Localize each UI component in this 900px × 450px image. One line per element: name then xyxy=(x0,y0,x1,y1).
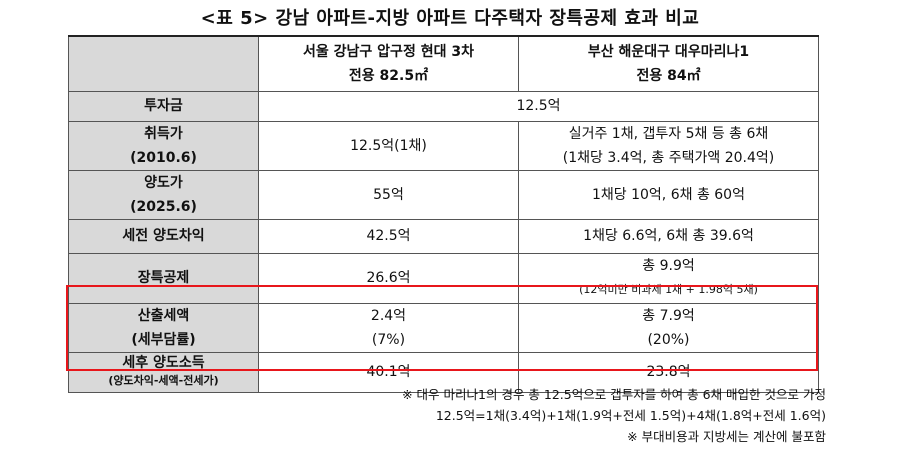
cell-subvalue: (20%) xyxy=(647,331,690,348)
cell-sale-busan: 1채당 10억, 6채 총 60억 xyxy=(518,169,819,220)
row-label-text: 양도가 xyxy=(144,174,183,191)
cell-value: 실거주 1채, 갭투자 5채 등 총 6채 xyxy=(568,125,769,142)
cell-value: 총 9.9억 xyxy=(642,258,695,274)
table-row: 투자금 12.5억 xyxy=(68,90,819,122)
table-row: 취득가 (2010.6) 12.5억(1채) 실거주 1채, 갭투자 5채 등 … xyxy=(68,120,819,171)
row-label-subtext: (양도차익-세액-전세가) xyxy=(108,374,219,387)
row-label-subtext: (2010.6) xyxy=(130,149,197,166)
cell-deduction-busan: 총 9.9억 (12억미만 비과세 1채 + 1.98억 5채) xyxy=(518,252,819,304)
row-label-sale: 양도가 (2025.6) xyxy=(68,169,259,220)
row-label-net-income: 세후 양도소득 (양도차익-세액-전세가) xyxy=(68,351,259,393)
table-title: <표 5> 강남 아파트-지방 아파트 다주택자 장특공제 효과 비교 xyxy=(200,8,700,29)
row-label-deduction: 장특공제 xyxy=(68,252,259,304)
row-label-text: 산출세액 xyxy=(137,307,190,324)
table-row: 세후 양도소득 (양도차익-세액-전세가) 40.1억 23.8억 xyxy=(68,351,819,393)
row-label-investment: 투자금 xyxy=(68,90,259,122)
header-gangnam: 서울 강남구 압구정 현대 3차 전용 82.5㎡ xyxy=(258,35,519,92)
header-busan: 부산 해운대구 대우마리나1 전용 84㎡ xyxy=(518,35,819,92)
cell-sale-gangnam: 55억 xyxy=(258,169,519,220)
row-label-subtext: (세부담률) xyxy=(131,331,196,348)
cell-subvalue: (1채당 3.4억, 총 주택가액 20.4억) xyxy=(562,149,775,166)
cell-investment: 12.5억 xyxy=(258,90,819,122)
cell-value: 총 7.9억 xyxy=(642,307,695,324)
cell-gain-busan: 1채당 6.6억, 6채 총 39.6억 xyxy=(518,218,819,254)
table-row: 양도가 (2025.6) 55억 1채당 10억, 6채 총 60억 xyxy=(68,169,819,220)
cell-value: 2.4억 xyxy=(370,307,407,324)
table-row: 산출세액 (세부담률) 2.4억 (7%) 총 7.9억 (20%) xyxy=(68,302,819,353)
cell-acquisition-busan: 실거주 1채, 갭투자 5채 등 총 6채 (1채당 3.4억, 총 주택가액 … xyxy=(518,120,819,171)
row-label-gain: 세전 양도차익 xyxy=(68,218,259,254)
row-label-acquisition: 취득가 (2010.6) xyxy=(68,120,259,171)
footnote-assumption: ※ 대우 마리나1의 경우 총 12.5억으로 갭투자를 하여 총 6채 매입한… xyxy=(402,387,826,402)
header-gangnam-area: 전용 82.5㎡ xyxy=(348,67,429,84)
cell-tax-gangnam: 2.4억 (7%) xyxy=(258,302,519,353)
header-busan-name: 부산 해운대구 대우마리나1 xyxy=(587,43,750,60)
table-row: 세전 양도차익 42.5억 1채당 6.6억, 6채 총 39.6억 xyxy=(68,218,819,254)
header-gangnam-name: 서울 강남구 압구정 현대 3차 xyxy=(303,43,474,60)
footnote-breakdown: 12.5억=1채(3.4억)+1채(1.9억+전세 1.5억)+4채(1.8억+… xyxy=(435,408,826,423)
table-row: 장특공제 26.6억 총 9.9억 (12억미만 비과세 1채 + 1.98억 … xyxy=(68,252,819,304)
cell-tax-busan: 총 7.9억 (20%) xyxy=(518,302,819,353)
footnotes: ※ 대우 마리나1의 경우 총 12.5억으로 갭투자를 하여 총 6채 매입한… xyxy=(402,384,826,447)
cell-value: 12.5억(1채) xyxy=(350,137,427,154)
cell-net-income-busan: 23.8억 xyxy=(518,351,819,393)
row-label-text: 세후 양도소득 xyxy=(122,355,205,371)
cell-gain-gangnam: 42.5억 xyxy=(258,218,519,254)
cell-deduction-gangnam: 26.6억 xyxy=(258,252,519,304)
footnote-exclusion: ※ 부대비용과 지방세는 계산에 불포함 xyxy=(627,429,826,444)
row-label-subtext: (2025.6) xyxy=(130,198,197,215)
cell-acquisition-gangnam: 12.5억(1채) xyxy=(258,120,519,171)
row-label-text: 취득가 xyxy=(144,125,183,142)
header-busan-area: 전용 84㎡ xyxy=(636,67,701,84)
comparison-table: 서울 강남구 압구정 현대 3차 전용 82.5㎡ 부산 해운대구 대우마리나1… xyxy=(68,35,819,393)
cell-subvalue: (12억미만 비과세 1채 + 1.98억 5채) xyxy=(579,283,758,296)
cell-subvalue: (7%) xyxy=(371,331,406,348)
row-label-tax: 산출세액 (세부담률) xyxy=(68,302,259,353)
header-corner xyxy=(68,35,259,92)
